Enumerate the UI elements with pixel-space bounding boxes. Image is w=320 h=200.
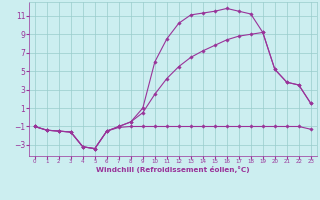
X-axis label: Windchill (Refroidissement éolien,°C): Windchill (Refroidissement éolien,°C) <box>96 166 250 173</box>
